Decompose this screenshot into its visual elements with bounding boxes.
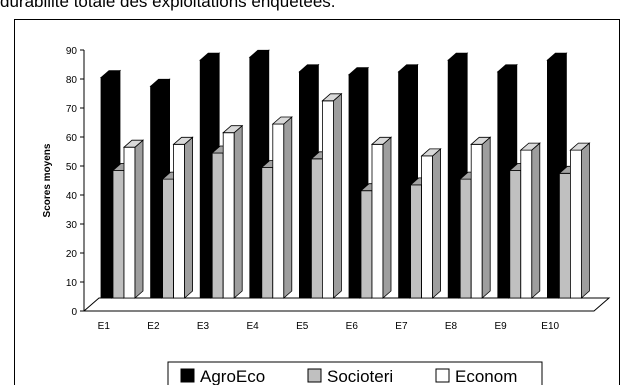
x-tick-label: E5 (296, 321, 309, 332)
bar (122, 139, 145, 299)
bar (470, 136, 492, 299)
y-tick-label: 10 (66, 278, 78, 289)
legend-label: AgroEco (200, 367, 265, 385)
chart-frame (14, 19, 620, 385)
x-tick-label: E9 (494, 321, 507, 332)
figure-caption: durabilité totale des exploitations enqu… (0, 0, 336, 11)
x-tick-label: E2 (147, 321, 160, 332)
chart-floor (82, 297, 611, 312)
bar (569, 142, 591, 299)
y-tick-label: 20 (66, 249, 78, 260)
bar (370, 136, 393, 299)
bar (321, 92, 343, 299)
x-tick-label: E10 (541, 321, 559, 332)
bar (172, 136, 194, 299)
x-tick-label: E3 (197, 321, 210, 332)
x-tick-label: E6 (346, 321, 359, 332)
y-tick-label: 30 (66, 220, 78, 231)
legend-swatch (307, 368, 322, 383)
legend-swatch (435, 368, 450, 383)
x-tick-label: E1 (98, 321, 111, 332)
bar (519, 142, 541, 299)
y-axis-title: Scores moyens (42, 143, 53, 217)
y-tick-label: 70 (66, 104, 78, 115)
y-tick-label: 40 (66, 191, 78, 202)
y-tick-label: 80 (66, 75, 78, 86)
legend-label: Econom (455, 367, 517, 385)
legend-label: Socioteri (327, 367, 393, 385)
bar (222, 124, 244, 299)
y-tick-label: 90 (66, 46, 78, 57)
x-tick-label: E8 (445, 321, 458, 332)
legend-swatch (180, 368, 195, 383)
y-tick-label: 50 (66, 162, 78, 173)
bar (271, 116, 293, 299)
x-tick-label: E4 (246, 321, 259, 332)
y-tick-label: 0 (71, 307, 77, 318)
y-tick-label: 60 (66, 133, 78, 144)
x-tick-label: E7 (395, 321, 408, 332)
bar (420, 148, 442, 299)
